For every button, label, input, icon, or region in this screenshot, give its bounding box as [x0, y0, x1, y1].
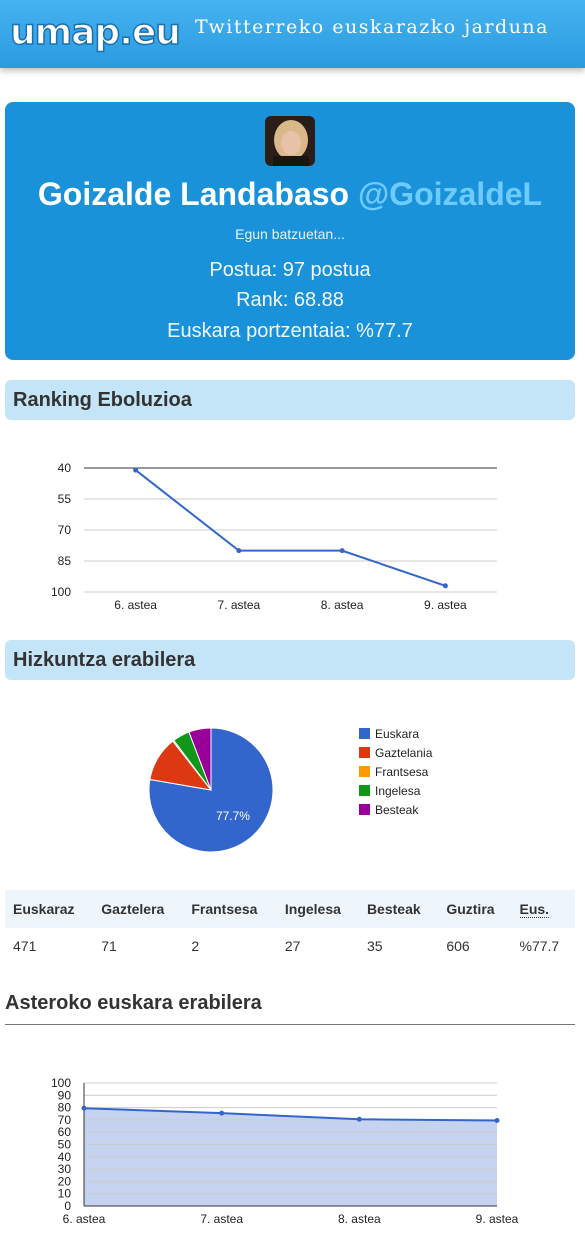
y-tick-label: 55 [58, 492, 72, 506]
col-guztira: Guztira [438, 890, 512, 928]
table-row: 471 71 2 27 35 606 %77.7 [5, 928, 575, 964]
x-tick-label: 6. astea [63, 1212, 106, 1226]
avatar [265, 116, 315, 166]
x-tick-label: 7. astea [200, 1212, 243, 1226]
y-tick-label: 50 [58, 1138, 72, 1152]
x-tick-label: 7. astea [218, 598, 261, 612]
profile-bio: Egun batzuetan... [235, 226, 345, 242]
x-tick-label: 6. astea [114, 598, 157, 612]
y-tick-label: 85 [58, 554, 72, 568]
data-point [339, 548, 345, 554]
legend-swatch [359, 747, 370, 758]
legend-label: Besteak [375, 803, 419, 817]
col-euskaraz: Euskaraz [5, 890, 94, 928]
cell-gaztelera: 71 [101, 938, 117, 954]
rank-stat: Rank: 68.88 [236, 289, 344, 311]
pie-slice [188, 727, 212, 791]
col-eus: Eus. [511, 890, 575, 928]
legend-swatch [359, 804, 370, 815]
col-frantsesa: Frantsesa [183, 890, 277, 928]
y-tick-label: 40 [58, 1150, 72, 1164]
data-point [81, 1105, 87, 1111]
data-point [219, 1110, 225, 1116]
data-point [442, 583, 448, 589]
legend-label: Frantsesa [375, 765, 429, 779]
legend-label: Gaztelania [375, 746, 433, 760]
data-point [356, 1116, 362, 1122]
y-tick-label: 40 [58, 461, 72, 475]
language-title: Hizkuntza erabilera [13, 649, 196, 671]
x-tick-label: 8. astea [321, 598, 364, 612]
x-tick-label: 9. astea [476, 1212, 519, 1226]
y-tick-label: 70 [58, 1113, 72, 1127]
cell-eus: %77.7 [519, 938, 560, 954]
data-point [494, 1118, 500, 1124]
ranking-line-chart: 40 55 70 85 100 6. astea 7. astea 8. astea 9. as… [51, 461, 497, 612]
legend-label: Euskara [375, 727, 419, 741]
weekly-title: Asteroko euskara erabilera [5, 992, 262, 1014]
y-tick-label: 10 [58, 1187, 72, 1201]
y-tick-label: 100 [51, 585, 71, 599]
y-tick-label: 20 [58, 1174, 72, 1188]
profile-card: Goizalde Landabaso @GoizaldeL Egun batzu… [5, 102, 575, 360]
legend-label: Ingelesa [375, 784, 421, 798]
profile-full-name: Goizalde Landabaso [37, 176, 350, 212]
cell-guztira: 606 [446, 938, 470, 954]
language-section-header: Hizkuntza erabilera [5, 640, 575, 680]
data-point [236, 548, 242, 554]
y-tick-label: 80 [58, 1101, 72, 1115]
table-header-row: Euskaraz Gaztelera Frantsesa Ingelesa Be… [5, 890, 575, 928]
language-pie-chart: 77.7% Euskara Gaztelania Frantsesa Ingelesa B… [148, 727, 433, 853]
ranking-title: Ranking Eboluzioa [13, 389, 192, 411]
legend-swatch [359, 785, 370, 796]
cell-besteak: 35 [366, 938, 383, 954]
site-tagline: Twitterreko euskarazko jarduna [195, 16, 550, 38]
y-tick-label: 60 [58, 1125, 72, 1139]
legend-swatch [359, 766, 370, 777]
y-tick-label: 0 [64, 1199, 71, 1213]
data-point [133, 467, 139, 473]
col-ingelesa: Ingelesa [276, 890, 359, 928]
y-tick-label: 90 [58, 1088, 72, 1102]
umap-logo[interactable]: umap.eu [8, 6, 183, 56]
col-besteak: Besteak [358, 890, 439, 928]
legend-swatch [359, 728, 370, 739]
pie-slice-label: 77.7% [216, 809, 250, 823]
cell-ingelesa: 27 [284, 938, 301, 954]
language-table: Euskaraz Gaztelera Frantsesa Ingelesa Be… [5, 890, 575, 964]
profile-name: Goizalde Landabaso @GoizaldeL [5, 176, 575, 213]
logo-text: umap.eu [10, 12, 180, 53]
y-tick-label: 70 [58, 523, 72, 537]
euskara-percent-stat: Euskara portzentaia: %77.7 [167, 320, 413, 342]
ranking-series-line [135, 469, 446, 587]
y-tick-label: 30 [58, 1162, 72, 1176]
col-gaztelera: Gaztelera [93, 890, 184, 928]
y-tick-label: 100 [51, 1076, 71, 1090]
cell-euskaraz: 471 [13, 938, 37, 954]
profile-handle-link[interactable]: @GoizaldeL [357, 176, 543, 212]
ranking-section-header: Ranking Eboluzioa [5, 380, 575, 420]
weekly-section-header: Asteroko euskara erabilera [5, 992, 575, 1025]
x-tick-label: 8. astea [338, 1212, 381, 1226]
top-bar: umap.eu Twitterreko euskarazko jarduna [0, 0, 585, 68]
eus-abbr: Eus. [519, 901, 550, 918]
x-tick-label: 9. astea [424, 598, 467, 612]
weekly-series-line [83, 1107, 498, 1122]
postua-stat: Postua: 97 postua [209, 259, 371, 281]
cell-frantsesa: 2 [191, 938, 200, 954]
